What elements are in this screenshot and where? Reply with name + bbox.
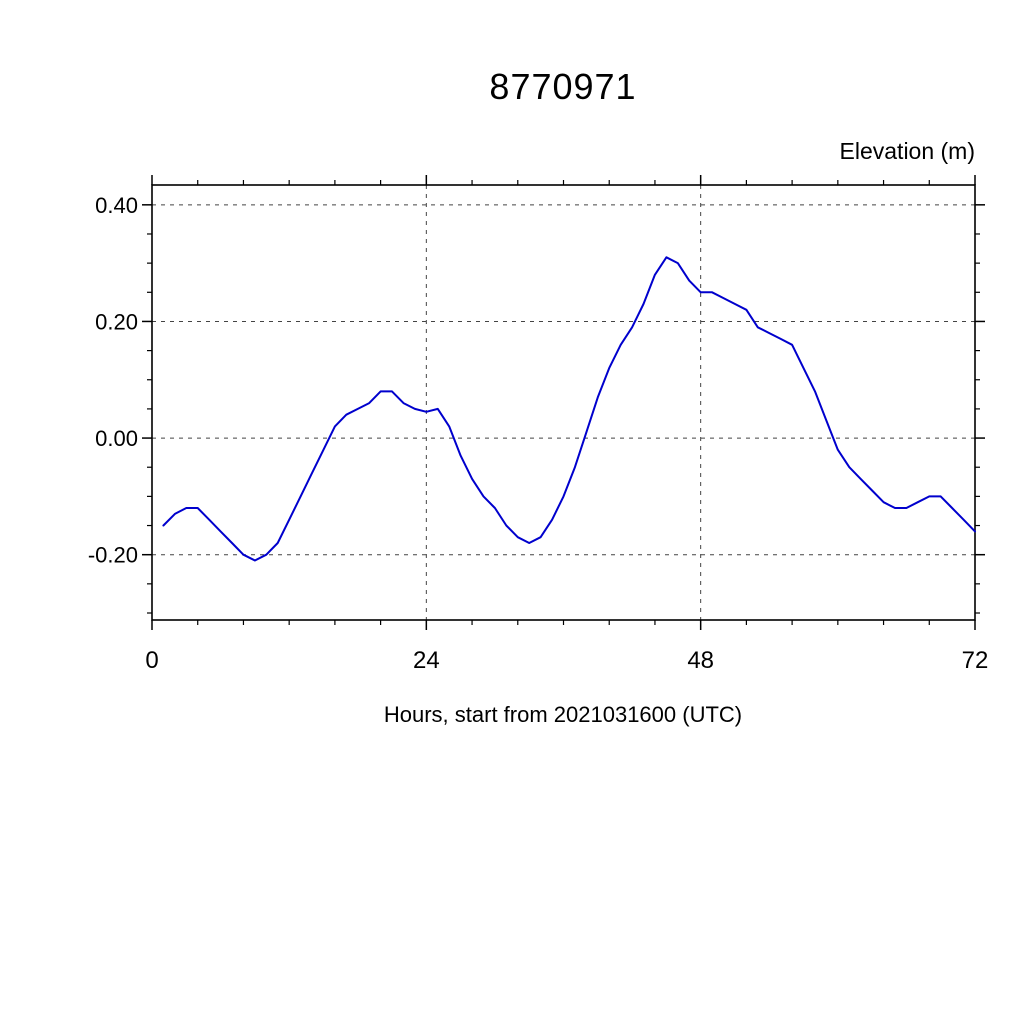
elevation-series-line — [162, 256, 976, 562]
x-axis-label: Hours, start from 2021031600 (UTC) — [383, 702, 743, 727]
elevation-unit-label: Elevation (m) — [839, 138, 975, 164]
x-tick-label: 0 — [145, 647, 158, 674]
y-tick-label: 0.40 — [95, 193, 138, 218]
y-tick-label: -0.20 — [88, 543, 138, 568]
y-tick-label: 0.00 — [95, 426, 138, 451]
plot-frame — [151, 184, 976, 621]
x-tick-label: 72 — [962, 647, 989, 674]
y-tick-label: 0.20 — [95, 309, 138, 334]
chart-title: 8770971 — [489, 66, 637, 107]
x-tick-label: 24 — [413, 647, 440, 674]
x-tick-label: 48 — [687, 647, 714, 674]
